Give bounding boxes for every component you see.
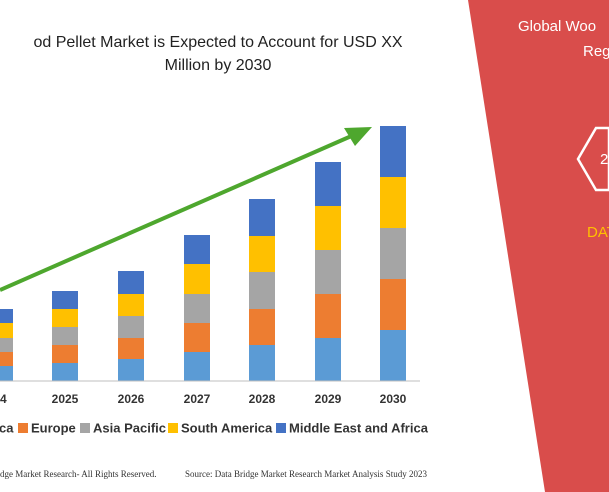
bar-segment: [380, 228, 406, 279]
bar-segment: [52, 345, 78, 363]
x-tick-label: 2027: [184, 392, 211, 406]
bar-segment: [380, 126, 406, 177]
bar-segment: [184, 294, 210, 323]
footer-rights: dge Market Research- All Rights Reserved…: [0, 469, 156, 479]
bar-segment: [52, 327, 78, 345]
bar-segment: [0, 366, 13, 381]
bar-segment: [0, 323, 13, 338]
bar-segment: [249, 199, 275, 236]
x-tick-label: 2026: [118, 392, 145, 406]
bar-segment: [184, 352, 210, 381]
legend-swatch: [168, 423, 178, 433]
legend-label: Asia Pacific: [93, 420, 166, 435]
bar-segment: [249, 236, 275, 272]
legend-label: Europe: [31, 420, 76, 435]
x-tick-label: 2025: [52, 392, 79, 406]
bar-segment: [380, 279, 406, 330]
bar-segment: [118, 316, 144, 338]
footer-source: Source: Data Bridge Market Research Mark…: [185, 469, 427, 479]
bar-segment: [249, 309, 275, 345]
trend-arrow: [0, 132, 357, 292]
bar-segment: [184, 323, 210, 352]
bar-segment: [118, 359, 144, 381]
bar-segment: [380, 177, 406, 228]
bar-segment: [118, 271, 144, 294]
x-tick-label: 24: [0, 392, 7, 406]
legend-swatch: [276, 423, 286, 433]
panel-heading: Reg: [583, 43, 609, 60]
bar-segment: [315, 338, 341, 381]
bar-segment: [118, 338, 144, 359]
panel-heading: Global Woo: [518, 18, 596, 35]
badge-text: 2: [600, 151, 608, 168]
x-tick-label: 2028: [249, 392, 276, 406]
badge-hexagon: [576, 126, 609, 192]
legend-label: Middle East and Africa: [289, 420, 429, 435]
bar-segment: [315, 206, 341, 250]
side-panel: [468, 0, 609, 492]
trend-arrowhead: [344, 127, 372, 146]
bar-segment: [52, 309, 78, 327]
bar-segment: [0, 309, 13, 323]
bar-segment: [184, 235, 210, 264]
bar-segment: [0, 338, 13, 352]
legend-label: ca: [0, 420, 14, 435]
chart-title: Million by 2030: [165, 57, 272, 74]
x-tick-label: 2030: [380, 392, 407, 406]
bar-segment: [315, 294, 341, 338]
bar-segment: [52, 363, 78, 381]
bar-segment: [52, 291, 78, 309]
bar-segment: [315, 162, 341, 206]
bar-segment: [380, 330, 406, 381]
bar-segment: [249, 272, 275, 309]
legend-label: South America: [181, 420, 273, 435]
bar-segment: [184, 264, 210, 294]
bar-segment: [118, 294, 144, 316]
legend-swatch: [80, 423, 90, 433]
bar-segment: [0, 352, 13, 366]
chart-title: od Pellet Market is Expected to Account …: [33, 34, 402, 51]
bar-segment: [315, 250, 341, 294]
bar-segment: [249, 345, 275, 381]
panel-brand: DAT: [587, 224, 609, 241]
x-tick-label: 2029: [315, 392, 342, 406]
legend-swatch: [18, 423, 28, 433]
